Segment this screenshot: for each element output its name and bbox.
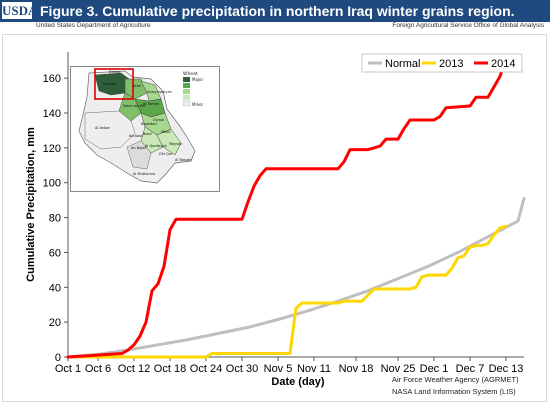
x-tick-label: Dec 1 (420, 363, 449, 375)
agency-name: United States Department of Agriculture (36, 22, 151, 29)
x-tick-label: Nov 25 (381, 363, 416, 375)
x-tick-label: Oct 12 (118, 363, 150, 375)
y-tick-label: 0 (55, 352, 61, 364)
y-tick-label: 160 (43, 73, 61, 85)
y-tick-label: 80 (49, 213, 61, 225)
agency-subbar: United States Department of Agriculture … (0, 22, 550, 31)
chart-frame (2, 34, 547, 402)
legend-label-normal: Normal (385, 58, 420, 70)
map-label-al-muthanna: Al Muthanna (133, 172, 155, 176)
inset-legend-minor: Minor (192, 102, 204, 107)
y-tick-label: 100 (43, 178, 61, 190)
x-tick-label: Oct 1 (55, 363, 81, 375)
header-bar: USDA Figure 3. Cumulative precipitation … (0, 0, 550, 22)
map-label-arbil: Arbil (133, 84, 141, 88)
figure-title: Figure 3. Cumulative precipitation in no… (40, 3, 515, 19)
map-label-wasit: Wasit (161, 130, 171, 134)
map-label-maysan: Maysan (169, 142, 182, 146)
x-tick-label: Nov 5 (264, 363, 293, 375)
y-tick-label: 40 (49, 282, 61, 294)
x-tick-label: Dec 7 (456, 363, 485, 375)
y-tick-label: 120 (43, 143, 61, 155)
map-label-al-basrah: Al Basrah (175, 158, 192, 162)
x-tick-label: Oct 24 (190, 363, 222, 375)
legend-label-2013: 2013 (439, 58, 463, 70)
map-label-salah-ad-din: Salah ad-Din (123, 104, 145, 108)
y-tick-label: 60 (49, 247, 61, 259)
y-tick-label: 20 (49, 317, 61, 329)
x-tick-label: Oct 6 (85, 363, 111, 375)
series-line-2013 (66, 224, 508, 359)
iraq-inset-map: Wheat Major Minor Dahuk Ninawa Arbil Sul… (70, 66, 220, 192)
map-label-babil: Babil (143, 132, 152, 136)
x-tick-label: Oct 30 (226, 363, 258, 375)
x-tick-label: Oct 18 (154, 363, 186, 375)
x-tick-label: Nov 11 (297, 363, 331, 375)
map-label-dahuk: Dahuk (109, 70, 121, 74)
credit-agrmet: Air Force Weather Agency (AGRMET) (392, 375, 519, 384)
map-label-ninawa: Ninawa (103, 82, 116, 86)
study-region-box (94, 68, 134, 100)
map-label-sulaymaniyah: Sulaymaniyah (147, 90, 172, 94)
legend-box (361, 53, 523, 73)
usda-logo: USDA (2, 2, 38, 19)
map-label-at-tamim: At Tamim (143, 102, 160, 106)
iraq-map-image: Wheat Major Minor Dahuk Ninawa Arbil Sul… (78, 68, 204, 184)
map-label-dhi-qar: Dhi Qar (159, 152, 173, 156)
inset-legend-major: Major (192, 77, 203, 82)
x-tick-label: Dec 13 (489, 363, 524, 375)
map-label-karbala: Karbala (129, 134, 142, 138)
y-tick-label: 140 (43, 108, 61, 120)
map-label-al-qadisiyah: Al Qadisiyah (145, 144, 167, 148)
x-tick-label: Nov 18 (339, 363, 374, 375)
map-label-diyala: Diyala (153, 118, 164, 122)
map-label-an-najaf: An Najaf (131, 146, 147, 150)
series-line-2014 (66, 55, 514, 359)
legend-label-2014: 2014 (491, 58, 515, 70)
y-axis-label: Cumulative Precipitation, mm (25, 127, 37, 282)
x-axis-label: Date (day) (271, 376, 325, 388)
map-label-al-anbar: Al Anbar (95, 126, 110, 130)
inset-legend-title: Wheat (183, 71, 198, 77)
office-name: Foreign Agricultural Service Office of G… (392, 22, 544, 29)
map-label-baghdad: Baghdad (141, 122, 157, 126)
series-line-normal (66, 196, 526, 359)
credit-nasa-lis: NASA Land Information System (LIS) (392, 387, 516, 396)
